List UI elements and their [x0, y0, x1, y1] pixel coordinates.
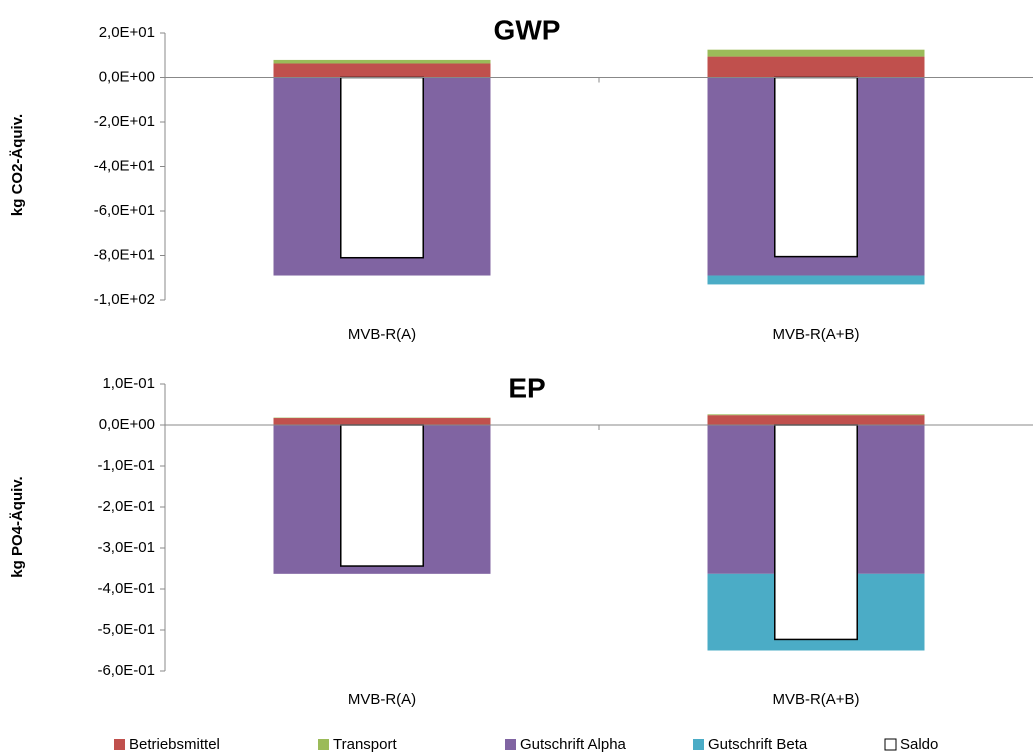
legend-swatch: [884, 738, 897, 751]
y-tick-label: -4,0E+01: [94, 157, 155, 174]
bar-segment: [273, 418, 491, 425]
y-tick-label: -2,0E-01: [97, 498, 155, 515]
legend-label: Gutschrift Beta: [708, 736, 808, 753]
legend-swatch: [114, 739, 125, 750]
chart-title: EP: [508, 372, 545, 403]
y-tick-label: -6,0E-01: [97, 662, 155, 679]
legend-label: Betriebsmittel: [129, 736, 220, 753]
bar-segment: [340, 424, 424, 567]
bar-segment: [707, 49, 925, 57]
y-tick-label: 1,0E-01: [102, 375, 155, 392]
legend-swatch: [505, 739, 516, 750]
y-tick-label: -1,0E+02: [94, 291, 155, 308]
y-tick-label: -2,0E+01: [94, 113, 155, 130]
y-tick-label: -8,0E+01: [94, 246, 155, 263]
y-tick-label: 2,0E+01: [99, 24, 155, 41]
bar-segment: [774, 424, 858, 641]
legend-swatch: [693, 739, 704, 750]
x-tick-label: MVB-R(A+B): [772, 326, 859, 343]
x-tick-label: MVB-R(A): [348, 691, 416, 708]
y-tick-label: -6,0E+01: [94, 202, 155, 219]
legend-swatch: [318, 739, 329, 750]
legend-label: Saldo: [900, 736, 938, 753]
bar-segment: [707, 275, 925, 285]
bar-segment: [273, 63, 491, 78]
y-axis-label: kg CO2-Äquiv.: [9, 114, 26, 216]
bar-segment: [774, 76, 858, 258]
legend-label: Gutschrift Alpha: [520, 736, 627, 753]
legend-label: Transport: [333, 736, 397, 753]
y-tick-label: 0,0E+00: [99, 416, 155, 433]
y-tick-label: -4,0E-01: [97, 580, 155, 597]
y-tick-label: 0,0E+00: [99, 68, 155, 85]
y-tick-label: -3,0E-01: [97, 539, 155, 556]
x-tick-label: MVB-R(A): [348, 326, 416, 343]
bar-segment: [707, 415, 925, 425]
bar-segment: [273, 59, 491, 64]
y-tick-label: -5,0E-01: [97, 621, 155, 638]
y-tick-label: -1,0E-01: [97, 457, 155, 474]
bar-segment: [707, 56, 925, 78]
chart-title: GWP: [494, 14, 561, 45]
x-tick-label: MVB-R(A+B): [772, 691, 859, 708]
bar-segment: [707, 414, 925, 416]
y-axis-label: kg PO4-Äquiv.: [9, 476, 26, 577]
bar-segment: [340, 76, 424, 259]
